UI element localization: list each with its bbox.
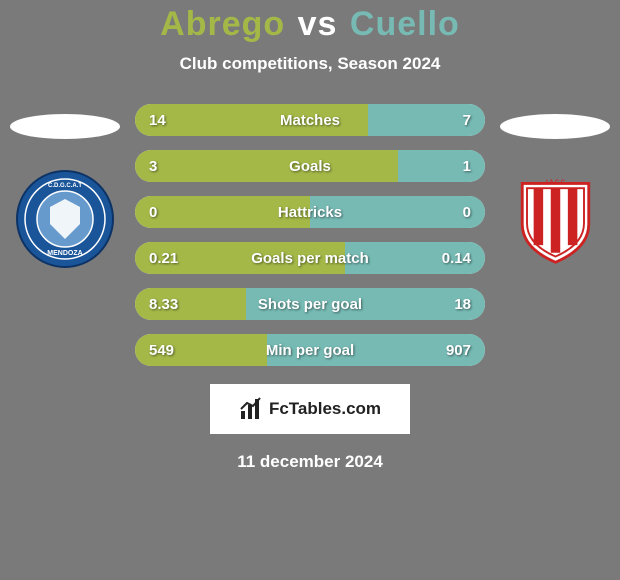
stat-label: Matches bbox=[280, 112, 340, 129]
player2-photo-placeholder bbox=[500, 114, 610, 139]
team1-crest: MENDOZA C.D.G.C.A.T bbox=[15, 169, 115, 269]
stat-bar: 3 1 Goals bbox=[135, 150, 485, 182]
team2-crest: I.A.C.C bbox=[505, 169, 605, 269]
comparison-card: Abrego vs Cuello Club competitions, Seas… bbox=[0, 0, 620, 580]
stat-value-left: 0.21 bbox=[149, 250, 178, 267]
svg-text:C.D.G.C.A.T: C.D.G.C.A.T bbox=[48, 183, 82, 189]
stat-label: Goals per match bbox=[251, 250, 369, 267]
title-row: Abrego vs Cuello bbox=[0, 5, 620, 44]
stat-value-right: 7 bbox=[463, 112, 471, 129]
player1-photo-placeholder bbox=[10, 114, 120, 139]
right-column: I.A.C.C bbox=[495, 104, 615, 269]
brand-text: FcTables.com bbox=[269, 399, 381, 419]
vs-label: vs bbox=[298, 5, 338, 43]
stat-fill-right bbox=[398, 150, 486, 182]
brand-box: FcTables.com bbox=[210, 384, 410, 434]
stat-bar: 549 907 Min per goal bbox=[135, 334, 485, 366]
date-text: 11 december 2024 bbox=[0, 452, 620, 472]
left-column: MENDOZA C.D.G.C.A.T bbox=[5, 104, 125, 269]
stat-value-right: 907 bbox=[446, 342, 471, 359]
stat-value-left: 549 bbox=[149, 342, 174, 359]
brand-chart-icon bbox=[239, 397, 263, 421]
stat-value-left: 0 bbox=[149, 204, 157, 221]
stat-value-right: 0 bbox=[463, 204, 471, 221]
stat-value-right: 1 bbox=[463, 158, 471, 175]
stat-label: Min per goal bbox=[266, 342, 354, 359]
stat-label: Hattricks bbox=[278, 204, 342, 221]
stat-value-left: 8.33 bbox=[149, 296, 178, 313]
stat-value-left: 14 bbox=[149, 112, 166, 129]
stat-fill-left bbox=[135, 150, 398, 182]
svg-text:I.A.C.C: I.A.C.C bbox=[546, 179, 565, 185]
stat-value-left: 3 bbox=[149, 158, 157, 175]
player2-name: Cuello bbox=[350, 5, 460, 43]
stats-column: 14 7 Matches 3 1 Goals 0 0 Hattricks 0.21 0.14 Goal… bbox=[135, 104, 485, 366]
player1-name: Abrego bbox=[160, 5, 285, 43]
stat-value-right: 18 bbox=[454, 296, 471, 313]
main-row: MENDOZA C.D.G.C.A.T 14 7 Matches 3 1 Goals 0 0 H… bbox=[0, 104, 620, 366]
stat-value-right: 0.14 bbox=[442, 250, 471, 267]
subtitle: Club competitions, Season 2024 bbox=[0, 54, 620, 74]
svg-text:MENDOZA: MENDOZA bbox=[47, 250, 82, 257]
stat-bar: 14 7 Matches bbox=[135, 104, 485, 136]
stat-label: Goals bbox=[289, 158, 331, 175]
stat-bar: 0 0 Hattricks bbox=[135, 196, 485, 228]
stat-label: Shots per goal bbox=[258, 296, 362, 313]
stat-bar: 8.33 18 Shots per goal bbox=[135, 288, 485, 320]
stat-bar: 0.21 0.14 Goals per match bbox=[135, 242, 485, 274]
